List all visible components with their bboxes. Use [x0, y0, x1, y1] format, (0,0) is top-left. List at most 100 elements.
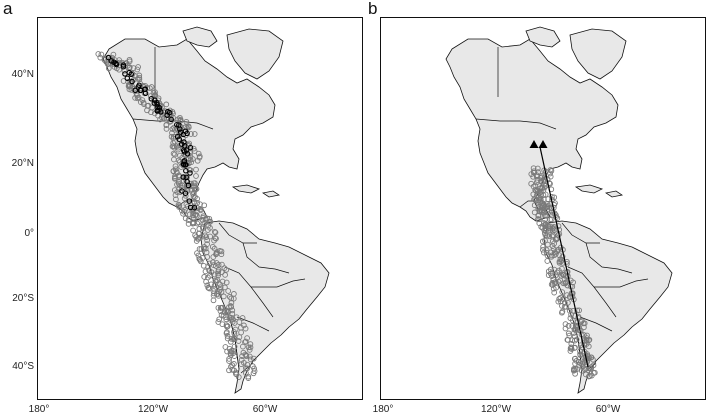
- occurrence-point: [206, 285, 213, 292]
- occurrence-point: [228, 304, 235, 310]
- occurrence-point: [174, 181, 180, 188]
- occurrence-point: [222, 272, 228, 278]
- y-tick-label-20n: 20°N: [11, 158, 34, 169]
- occurrence-point: [103, 59, 110, 65]
- occurrence-point: [563, 279, 569, 286]
- occurrence-point: [170, 168, 177, 175]
- occurrence-point: [543, 249, 550, 256]
- occurrence-point: [549, 233, 556, 240]
- occurrence-point: [535, 169, 541, 175]
- occurrence-point: [534, 165, 541, 172]
- occurrence-point: [213, 235, 219, 242]
- occurrence-point: [137, 99, 144, 105]
- occurrence-point: [533, 179, 540, 186]
- occurrence-point: [229, 310, 236, 317]
- occurrence-point: [185, 123, 192, 130]
- occurrence-point: [180, 147, 187, 153]
- occurrence-point: [194, 236, 201, 242]
- occurrence-point: [544, 258, 551, 264]
- occurrence-point: [193, 234, 200, 240]
- panel-a-label: a: [3, 0, 13, 18]
- occurrence-point: [108, 58, 115, 64]
- land-polygon: [604, 190, 624, 198]
- occurrence-point: [233, 314, 240, 321]
- occurrence-point: [177, 129, 184, 135]
- occurrence-point: [569, 323, 576, 329]
- occurrence-point: [222, 284, 228, 291]
- occurrence-point: [179, 207, 185, 214]
- occurrence-point: [148, 84, 155, 90]
- occurrence-point: [544, 241, 551, 248]
- occurrence-point: [539, 238, 546, 245]
- occurrence-point: [231, 320, 238, 326]
- occurrence-point: [135, 94, 142, 101]
- x-tick-label-180-b: 180°: [372, 404, 394, 415]
- occurrence-point: [202, 232, 208, 239]
- occurrence-point: [208, 269, 215, 276]
- land-polygon: [543, 220, 673, 394]
- occurrence-point: [183, 161, 189, 168]
- occurrence-point: [185, 182, 192, 189]
- occurrence-point: [590, 370, 597, 376]
- occurrence-point: [190, 190, 196, 197]
- occurrence-point: [243, 352, 250, 359]
- occurrence-point: [182, 192, 189, 199]
- occurrence-point: [537, 175, 544, 181]
- occurrence-point: [126, 58, 133, 65]
- occurrence-point: [132, 87, 139, 94]
- land-polygon: [574, 184, 604, 194]
- occurrence-point: [547, 167, 554, 173]
- occurrence-point: [191, 131, 198, 137]
- occurrence-point: [231, 343, 238, 350]
- occurrence-point: [548, 167, 555, 174]
- occurrence-point: [539, 184, 545, 190]
- occurrence-point: [212, 277, 219, 284]
- americas-landmass: [445, 26, 673, 394]
- transect-line: [539, 146, 589, 368]
- occurrence-point: [574, 366, 580, 372]
- occurrence-point: [111, 59, 117, 66]
- occurrence-point: [541, 220, 547, 226]
- occurrence-point: [540, 246, 546, 253]
- occurrence-point: [194, 195, 200, 202]
- occurrence-point: [223, 322, 230, 329]
- x-tick-label-120w-a: 120°W: [137, 404, 169, 415]
- occurrence-point: [187, 170, 193, 176]
- occurrence-point: [172, 133, 179, 140]
- land-polygon: [200, 220, 330, 394]
- occurrence-point: [151, 100, 158, 106]
- occurrence-point: [105, 54, 112, 61]
- occurrence-point: [196, 246, 203, 252]
- occurrence-point: [173, 196, 179, 203]
- occurrence-point: [194, 200, 201, 206]
- x-tick-label-180-a: 180°: [28, 404, 50, 415]
- occurrence-point: [555, 223, 562, 229]
- occurrence-point: [193, 211, 199, 218]
- occurrence-point: [227, 350, 234, 357]
- occurrence-point: [245, 344, 252, 351]
- occurrence-point: [574, 307, 581, 314]
- occurrence-point: [202, 245, 209, 252]
- occurrence-point: [228, 335, 235, 342]
- occurrence-point: [190, 212, 196, 219]
- occurrence-point: [171, 156, 177, 163]
- occurrence-point: [192, 186, 199, 193]
- occurrence-point: [531, 168, 537, 175]
- occurrence-point: [558, 272, 565, 279]
- land-polygon: [231, 184, 261, 194]
- occurrence-point: [242, 325, 249, 332]
- occurrence-point: [205, 263, 212, 270]
- occurrence-point: [200, 214, 206, 221]
- occurrence-point: [215, 270, 221, 277]
- land-polygon: [226, 28, 284, 80]
- occurrence-point: [183, 147, 190, 153]
- occurrence-point: [559, 309, 565, 316]
- occurrence-point: [229, 362, 236, 369]
- occurrence-point: [570, 317, 576, 324]
- occurrence-point: [180, 174, 186, 180]
- occurrence-point: [210, 254, 217, 260]
- occurrence-point: [129, 78, 135, 85]
- occurrence-point: [542, 204, 548, 210]
- occurrence-point: [193, 166, 199, 173]
- occurrence-point: [538, 224, 545, 230]
